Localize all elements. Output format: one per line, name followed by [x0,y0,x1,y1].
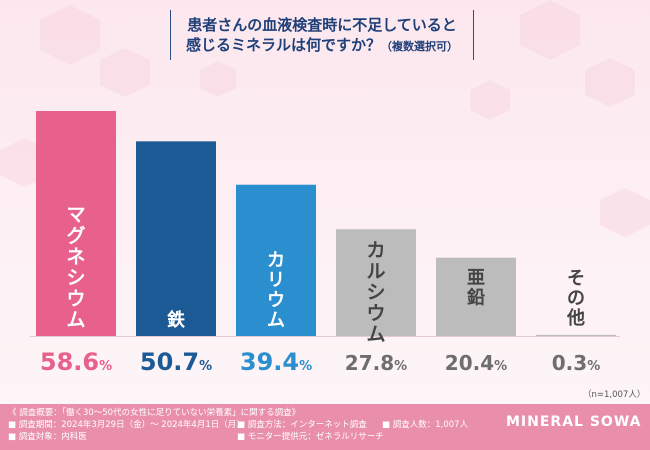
chart-title-line1: 患者さんの血液検査時に不足していると [187,16,457,34]
bar-3 [336,229,416,336]
value-label-3: 27.8% [345,351,407,375]
survey-summary: 《 調査概要：「働く30～50代の女性に足りていない栄養素」に関する調査》 [8,408,301,418]
category-label-0: マグネシウム [66,204,85,331]
survey-provider: ■ モニター提供元：ゼネラルリサーチ [237,432,384,442]
category-label-1: 鉄 [167,309,185,331]
bar-4 [436,257,516,336]
value-label-1: 50.7% [140,348,212,376]
sample-size-note: （n=1,007人） [583,390,646,400]
category-label-2: カリウム [267,250,285,331]
category-label-3: カルシウム [366,239,385,345]
value-label-0: 58.6% [40,348,112,376]
value-label-4: 20.4% [445,351,507,375]
category-label-4: 亜鉛 [467,268,485,309]
chart-title-line2-main: 感じるミネラルは何ですか？ [185,36,381,54]
survey-method: ■ 調査方法：インターネット調査 [237,420,367,430]
survey-count: ■ 調査人数：1,007人 [382,420,469,430]
survey-target: ■ 調査対象：内科医 [8,432,87,442]
bar-1 [136,141,216,336]
chart-title: 患者さんの血液検査時に不足していると 感じるミネラルは何ですか？（複数選択可） [170,10,474,60]
survey-period: ■ 調査期間：2024年3月29日（金）～ 2024年4月1日（月） [8,420,245,430]
bar-0 [36,111,116,336]
category-label-5: その他 [566,268,585,329]
chart-title-line2-suffix: （複数選択可） [381,40,458,53]
value-label-5: 0.3% [552,351,600,375]
bar-5 [536,334,616,336]
chart-title-line2: 感じるミネラルは何ですか？（複数選択可） [171,35,473,57]
footer [0,404,650,450]
value-label-2: 39.4% [240,348,312,376]
bar-2 [236,184,316,336]
brand-logo: MINERAL SOWA [506,414,642,430]
